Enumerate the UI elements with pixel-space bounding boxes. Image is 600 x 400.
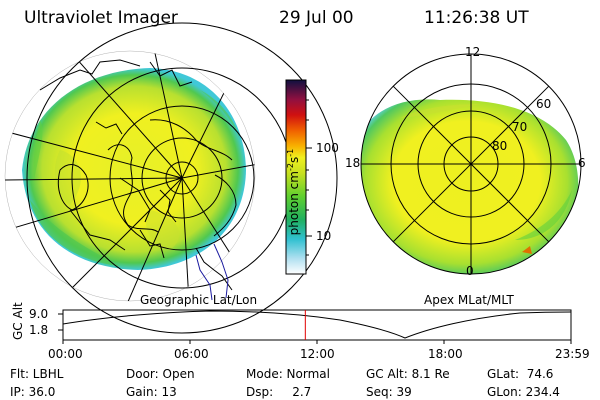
mlt-label-18: 18 bbox=[345, 156, 361, 170]
info-dsp: Dsp: 2.7 bbox=[246, 385, 312, 399]
header-date: 29 Jul 00 bbox=[279, 8, 354, 28]
timeline-ylabel: GC Alt bbox=[11, 302, 25, 340]
info-seq: Seq: 39 bbox=[366, 385, 412, 399]
left-map-title: Geographic Lat/Lon bbox=[140, 293, 258, 307]
mlt-label-12: 12 bbox=[465, 45, 481, 59]
info-door: Door: Open bbox=[126, 367, 195, 381]
header-time: 11:26:38 UT bbox=[424, 8, 529, 28]
right-map-title: Apex MLat/MLT bbox=[424, 293, 514, 307]
info-gain: Gain: 13 bbox=[126, 385, 177, 399]
mlat-label-80: 80 bbox=[492, 139, 508, 153]
info-gcalt: GC Alt: 8.1 Re bbox=[366, 367, 450, 381]
timeline-xtick-1200: 12:00 bbox=[300, 347, 335, 361]
info-mode: Mode: Normal bbox=[246, 367, 330, 381]
timeline-ytick-9: 9.0 bbox=[29, 307, 49, 321]
info-glon: GLon: 234.4 bbox=[487, 385, 560, 399]
mlat-label-70: 70 bbox=[512, 120, 528, 134]
timeline-xtick-1800: 18:00 bbox=[428, 347, 463, 361]
colorbar-gradient bbox=[285, 79, 307, 275]
timeline-xtick-0000: 00:00 bbox=[48, 347, 83, 361]
timeline-plot bbox=[58, 309, 572, 344]
gc-alt-curve bbox=[62, 310, 572, 339]
timeline-ytick-1-8: 1.8 bbox=[29, 323, 49, 337]
mlt-label-0: 0 bbox=[466, 264, 474, 278]
colorbar-unit-label: photon cm-2s-1 bbox=[286, 148, 301, 236]
timeline-xtick-0600: 06:00 bbox=[174, 347, 209, 361]
apex-map bbox=[360, 53, 582, 275]
colorbar bbox=[285, 79, 312, 275]
mlt-label-6: 6 bbox=[578, 156, 586, 170]
timeline-xtick-2359: 23:59 bbox=[555, 347, 590, 361]
instrument-title: Ultraviolet Imager bbox=[24, 8, 178, 28]
colorbar-tick-100: 100 bbox=[316, 141, 339, 155]
info-glat: GLat: 74.6 bbox=[487, 367, 554, 381]
colorbar-tick-10: 10 bbox=[316, 229, 332, 243]
info-flt: Flt: LBHL bbox=[10, 367, 64, 381]
info-ip: IP: 36.0 bbox=[10, 385, 56, 399]
mlat-label-60: 60 bbox=[536, 97, 552, 111]
